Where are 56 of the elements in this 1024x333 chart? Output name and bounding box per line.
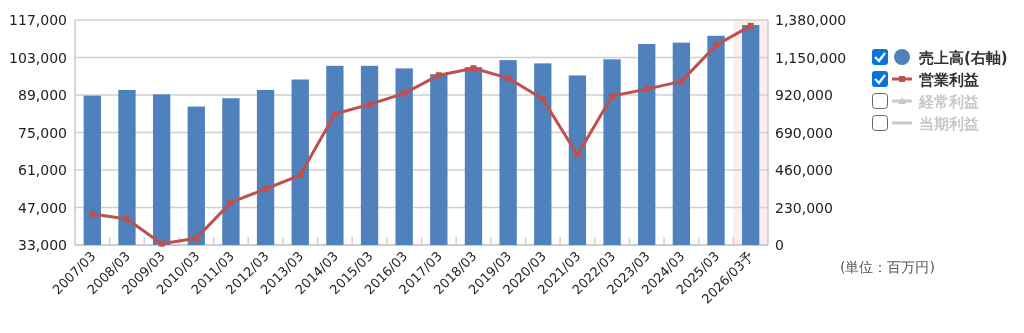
- y-tick-label: 47,000: [18, 199, 67, 216]
- point: [366, 101, 373, 108]
- point: [643, 86, 650, 93]
- bar: [360, 65, 379, 245]
- point: [574, 152, 581, 158]
- point: [297, 172, 304, 179]
- legend-label: 売上高(右軸): [919, 49, 1008, 67]
- y2-tick-label: 230,000: [775, 199, 833, 216]
- bar: [187, 106, 205, 245]
- y-tick-label: 33,000: [18, 237, 67, 253]
- y2-tick-label: 0: [775, 237, 784, 253]
- point: [713, 42, 720, 49]
- point: [158, 240, 165, 247]
- y-tick-label: 117,000: [9, 12, 67, 28]
- bar: [464, 67, 483, 245]
- y2-tick-label: 920,000: [775, 87, 833, 103]
- point: [505, 75, 512, 82]
- y2-tick-label: 690,000: [775, 124, 833, 141]
- y-tick-label: 75,000: [18, 124, 67, 141]
- bar: [326, 65, 344, 245]
- point: [539, 96, 546, 103]
- bar: [152, 94, 171, 245]
- point: [747, 22, 754, 29]
- bar: [83, 95, 101, 245]
- bar: [395, 68, 413, 245]
- bar: [430, 74, 448, 245]
- bar: [672, 42, 691, 245]
- bar: [603, 59, 621, 245]
- y2-tick-label: 1,380,000: [775, 12, 847, 28]
- point: [470, 65, 477, 72]
- y2-tick-label: 1,150,000: [775, 49, 847, 66]
- y-tick-label: 61,000: [18, 162, 67, 178]
- legend-label: 営業利益: [919, 71, 979, 89]
- y-tick-label: 103,000: [9, 49, 67, 66]
- point: [89, 210, 96, 217]
- bar: [638, 43, 656, 245]
- bar: [568, 75, 587, 245]
- bar: [291, 79, 309, 245]
- bar: [256, 89, 275, 245]
- y-tick-label: 89,000: [18, 87, 67, 103]
- bar: [499, 60, 517, 245]
- point: [193, 235, 200, 242]
- point: [331, 111, 338, 118]
- point: [262, 186, 269, 193]
- bar: [707, 35, 725, 245]
- bar: [534, 63, 552, 245]
- point: [401, 90, 408, 97]
- bar: [222, 98, 240, 245]
- point: [227, 199, 234, 206]
- y2-tick-label: 460,000: [775, 162, 833, 178]
- point: [609, 93, 616, 100]
- bar: [118, 89, 136, 245]
- point: [123, 216, 130, 223]
- point: [435, 72, 442, 79]
- point: [678, 78, 685, 85]
- text: (単位：百万円): [840, 259, 935, 275]
